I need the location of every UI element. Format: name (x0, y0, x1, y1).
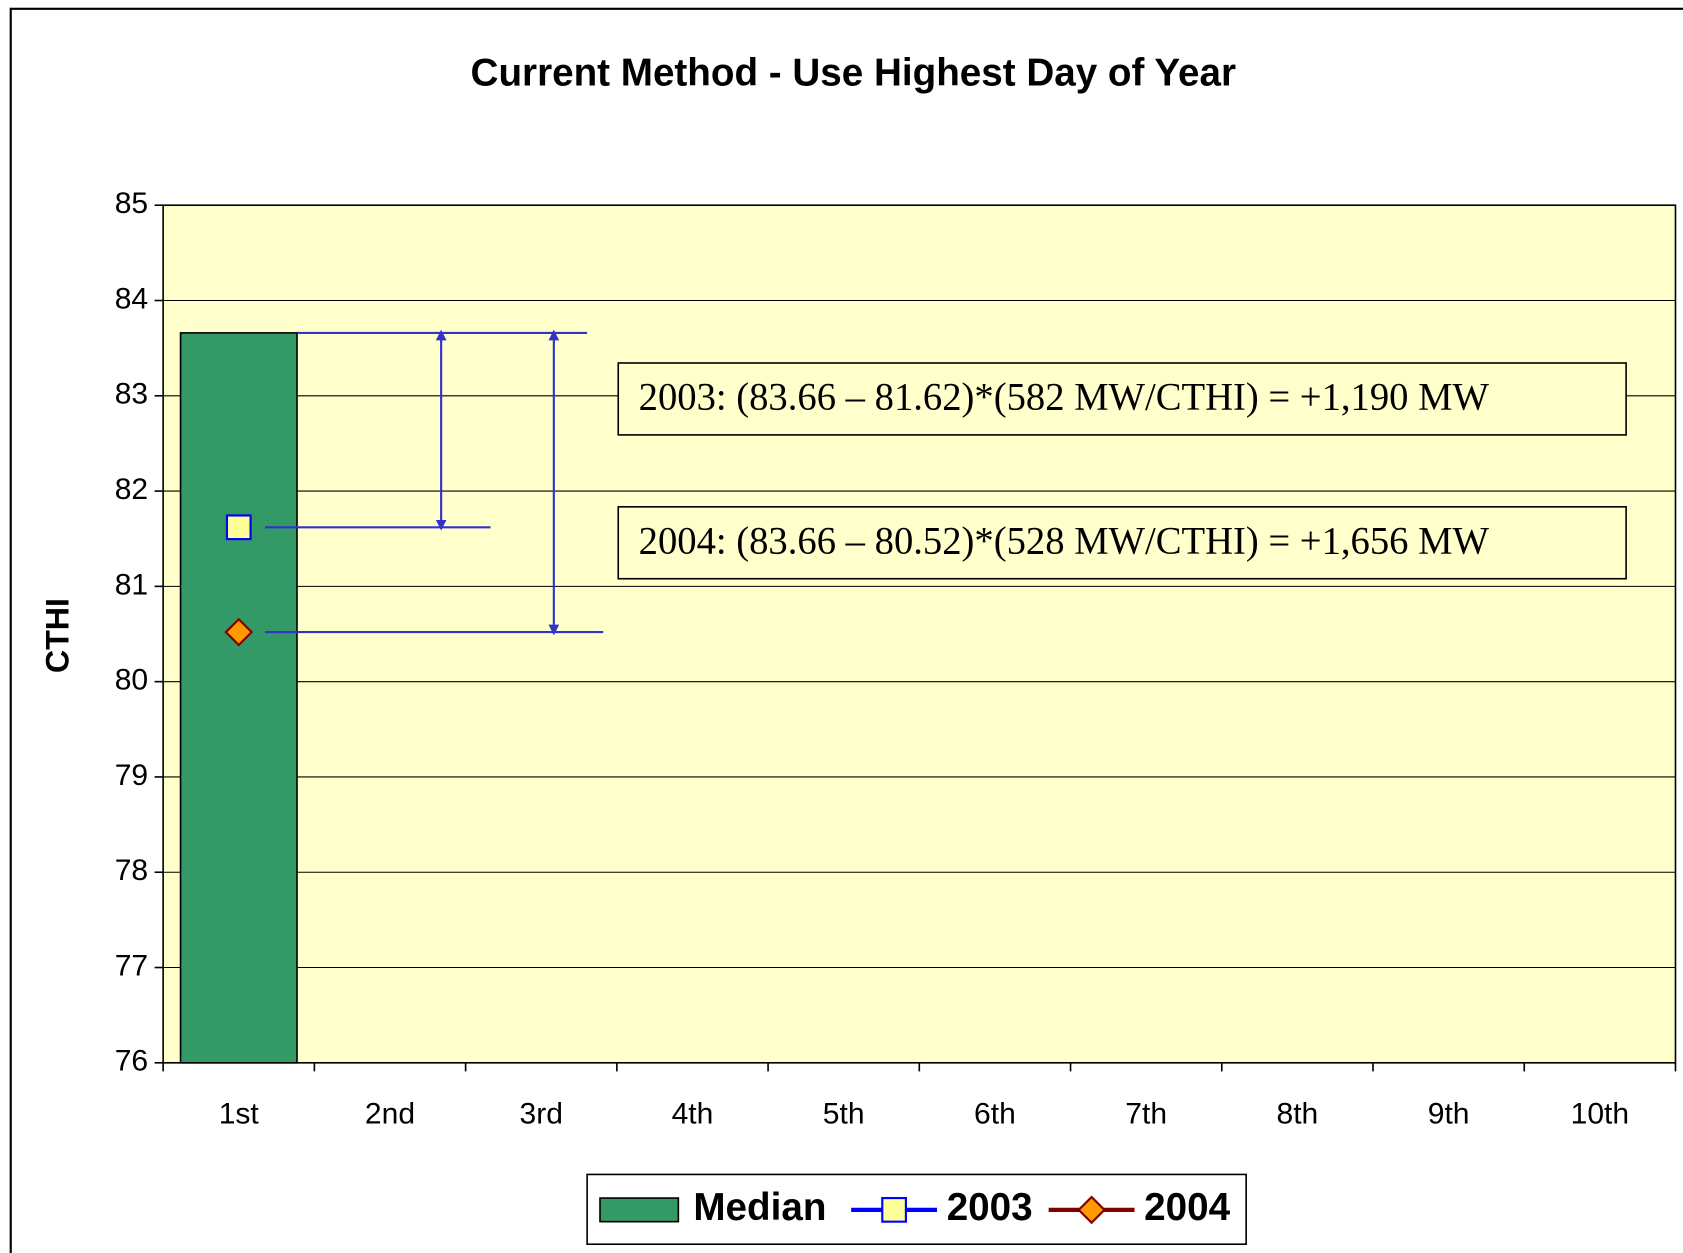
x-tick-label: 6th (974, 1097, 1016, 1130)
annotation-box (617, 362, 1627, 436)
legend-label: 2004 (1144, 1186, 1230, 1229)
y-tick-label: 81 (115, 568, 148, 601)
y-tick-label: 76 (115, 1045, 148, 1078)
x-tick-label: 2nd (365, 1097, 415, 1130)
legend-swatch (599, 1197, 680, 1223)
legend-label: 2003 (947, 1186, 1033, 1229)
marker (881, 1196, 907, 1223)
marker (224, 617, 254, 647)
chart-title: Current Method - Use Highest Day of Year (471, 52, 1237, 95)
y-axis-label: CTHI (40, 598, 76, 673)
x-tick-label: 9th (1428, 1097, 1470, 1130)
x-tick-label: 4th (672, 1097, 714, 1130)
bar (179, 332, 298, 1064)
y-tick-label: 78 (115, 854, 148, 887)
y-tick-label: 82 (115, 473, 148, 506)
x-tick-label: 1st (219, 1097, 260, 1130)
y-tick-label: 84 (115, 282, 148, 315)
y-tick-label: 80 (115, 664, 148, 697)
marker (1077, 1195, 1106, 1225)
annotation: 2004: (83.66 – 80.52)*(528 MW/CTHI) = +1… (639, 520, 1490, 562)
x-tick-label: 3rd (520, 1097, 563, 1130)
x-tick-label: 5th (823, 1097, 865, 1130)
y-tick-label: 85 (115, 187, 148, 220)
y-tick-label: 77 (115, 949, 148, 982)
annotation: 2003: (83.66 – 81.62)*(582 MW/CTHI) = +1… (639, 376, 1490, 418)
x-tick-label: 10th (1571, 1097, 1629, 1130)
x-tick-label: 7th (1125, 1097, 1167, 1130)
marker (225, 514, 252, 541)
y-tick-label: 83 (115, 378, 148, 411)
annotation-box (617, 506, 1627, 580)
y-tick-label: 79 (115, 759, 148, 792)
plot-area (162, 204, 1677, 1064)
x-tick-label: 8th (1277, 1097, 1319, 1130)
legend-label: Median (693, 1186, 826, 1229)
